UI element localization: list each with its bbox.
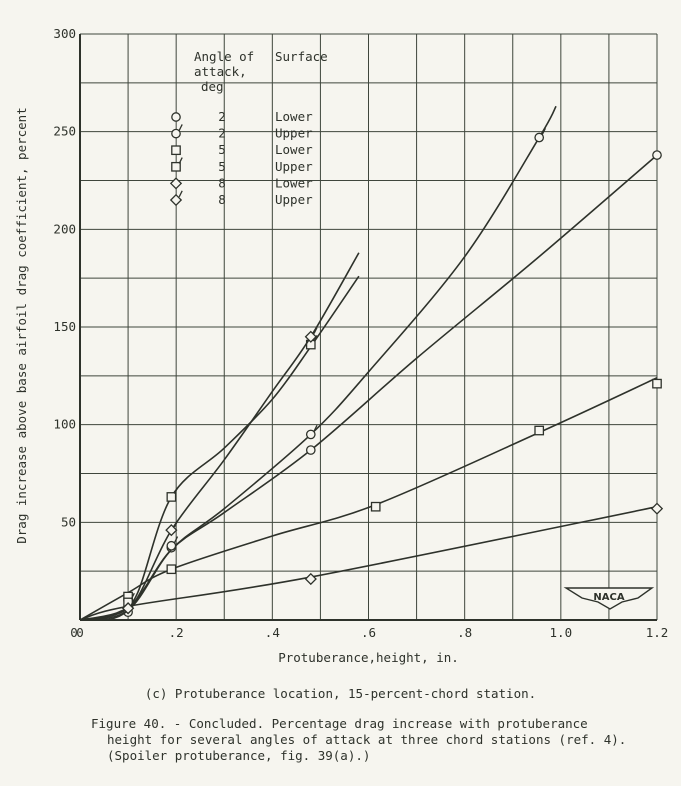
flag-tick-icon	[173, 520, 179, 528]
square-marker-icon	[166, 564, 177, 575]
naca-wings-icon	[563, 587, 655, 610]
legend-header-angle: attack,	[194, 64, 247, 79]
diamond-marker-icon	[121, 602, 135, 615]
y-tick-label: 200	[53, 221, 76, 236]
series	[79, 377, 662, 621]
x-tick-label: 0	[76, 625, 84, 640]
circle-marker-icon	[166, 540, 177, 551]
legend-surface: Upper	[275, 159, 313, 174]
diamond-marker-icon	[165, 524, 178, 537]
x-tick-label: .8	[457, 625, 472, 640]
circle-marker-icon	[171, 112, 181, 122]
legend-angle: 8	[218, 192, 226, 207]
x-tick-label: .6	[361, 625, 376, 640]
x-tick-label: 1.0	[550, 625, 573, 640]
legend-entry: 5 Lower	[171, 142, 313, 157]
flag-tick-icon	[313, 424, 318, 432]
x-tick-label: .2	[169, 625, 184, 640]
square-marker-icon	[370, 501, 381, 512]
series	[79, 502, 664, 621]
legend-surface: Lower	[275, 175, 313, 190]
legend-angle: 5	[218, 142, 226, 157]
caption-line-3: (Spoiler protuberance, fig. 39(a).)	[107, 748, 371, 763]
legend-header-angle: Angle of	[194, 49, 254, 64]
y-tick-label: 100	[53, 417, 76, 432]
origin-label: 0	[70, 625, 78, 640]
circle-marker-icon	[652, 150, 662, 160]
x-tick-label: .4	[265, 625, 280, 640]
square-marker-icon	[652, 378, 662, 389]
y-axis-label: Drag increase above base airfoil drag co…	[12, 80, 30, 570]
series-curve	[79, 505, 658, 621]
figure-caption: Figure 40. - Concluded. Percentage drag …	[91, 716, 681, 764]
x-axis-label: Protuberance,height, in.	[278, 650, 459, 665]
legend-surface: Lower	[275, 109, 313, 124]
flag-tick-icon	[541, 128, 546, 135]
square-marker-icon	[171, 145, 181, 156]
legend-angle: 2	[218, 126, 226, 141]
legend-surface: Lower	[275, 142, 313, 157]
x-tick-label: 1.2	[646, 625, 669, 640]
legend-surface: Upper	[275, 126, 313, 141]
square-marker-icon	[171, 161, 181, 172]
legend-angle: 2	[218, 109, 226, 124]
flag-tick-icon	[130, 598, 135, 606]
naca-logo: NACA	[563, 587, 655, 610]
circle-marker-icon	[534, 132, 545, 143]
y-tick-label: 150	[53, 319, 76, 334]
flag-tick-icon	[130, 592, 135, 600]
naca-logo-text: NACA	[593, 592, 624, 603]
y-tick-label: 50	[61, 514, 76, 529]
subcaption: (c) Protuberance location, 15-percent-ch…	[144, 686, 537, 701]
circle-marker-icon	[171, 128, 181, 139]
legend-entry: 8 Lower	[169, 175, 313, 190]
square-marker-icon	[534, 425, 545, 436]
y-tick-label: 250	[53, 124, 76, 139]
flag-tick-icon	[173, 536, 179, 543]
flag-tick-icon	[173, 487, 179, 495]
diamond-marker-icon	[169, 177, 183, 190]
circle-marker-icon	[305, 429, 316, 440]
series	[79, 252, 360, 621]
flag-tick-icon	[178, 157, 183, 164]
y-axis-label-text: Drag increase above base airfoil drag co…	[13, 106, 29, 544]
legend-entry: 2 Lower	[171, 109, 313, 124]
legend-angle: 8	[218, 175, 226, 190]
legend-angle: 5	[218, 159, 226, 174]
grid	[79, 33, 658, 621]
diamond-marker-icon	[304, 330, 317, 343]
chart-canvas: 0 .2 .4 .6 .8 1.0 1.2 0 50 100 150 200 250 300 Angle o…	[53, 26, 669, 640]
flag-tick-icon	[178, 124, 183, 131]
legend-header-surface: Surface	[275, 49, 328, 64]
diamond-marker-icon	[169, 193, 183, 207]
flag-tick-icon	[313, 327, 318, 334]
caption-line-2: height for several angles of attack at t…	[107, 732, 627, 747]
legend-entry: 2 Upper	[171, 124, 313, 141]
y-tick-label: 300	[53, 26, 76, 41]
legend-surface: Upper	[275, 192, 313, 207]
legend-header-angle: deg	[201, 79, 224, 94]
diamond-marker-icon	[304, 572, 317, 586]
legend-entry: 8 Upper	[169, 190, 313, 207]
series-curve	[79, 252, 360, 621]
diamond-marker-icon	[650, 502, 664, 515]
caption-line-1: Figure 40. - Concluded. Percentage drag …	[91, 716, 588, 731]
series	[79, 150, 662, 621]
legend-entry: 5 Upper	[171, 157, 313, 174]
circle-marker-icon	[305, 445, 316, 455]
square-marker-icon	[166, 492, 177, 502]
flag-tick-icon	[178, 190, 183, 198]
